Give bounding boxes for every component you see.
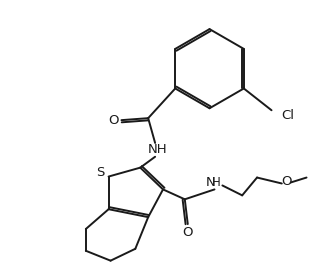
Text: H: H [212,176,221,189]
Text: O: O [108,114,119,127]
Text: S: S [96,166,105,179]
Text: N: N [206,176,215,189]
Text: Cl: Cl [281,109,294,122]
Text: O: O [281,175,292,188]
Text: NH: NH [147,143,167,156]
Text: O: O [182,226,193,240]
